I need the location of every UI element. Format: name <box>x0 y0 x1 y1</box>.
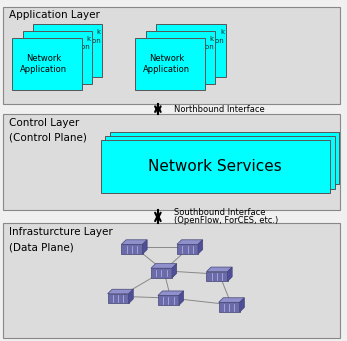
Polygon shape <box>172 264 177 278</box>
Polygon shape <box>228 267 232 281</box>
Bar <box>3 114 340 210</box>
Text: k: k <box>220 29 224 35</box>
Polygon shape <box>219 302 240 312</box>
Polygon shape <box>158 295 179 305</box>
Polygon shape <box>198 240 203 254</box>
Polygon shape <box>206 271 228 281</box>
Polygon shape <box>219 298 244 302</box>
Text: k: k <box>97 29 101 35</box>
Bar <box>3 223 340 338</box>
Polygon shape <box>108 294 129 303</box>
Text: k: k <box>210 36 214 42</box>
Bar <box>101 140 330 193</box>
Bar <box>135 38 205 90</box>
Text: Application Layer: Application Layer <box>9 10 100 20</box>
Polygon shape <box>151 264 177 268</box>
Text: ion: ion <box>80 44 91 50</box>
Text: ion: ion <box>203 44 214 50</box>
Text: Network
Application: Network Application <box>20 54 67 74</box>
Bar <box>12 38 82 90</box>
Polygon shape <box>151 268 172 278</box>
Text: Southbound Interface: Southbound Interface <box>174 208 265 217</box>
Polygon shape <box>177 244 198 254</box>
Bar <box>105 136 335 189</box>
Text: Northbound Interface: Northbound Interface <box>174 105 264 114</box>
Text: (Control Plane): (Control Plane) <box>9 133 86 143</box>
Bar <box>146 31 215 84</box>
Bar <box>156 24 226 77</box>
Text: Network
Application: Network Application <box>143 54 190 74</box>
Bar <box>23 31 92 84</box>
Polygon shape <box>121 244 143 254</box>
Text: (Data Plane): (Data Plane) <box>9 242 74 252</box>
Text: Network Services: Network Services <box>148 159 282 174</box>
Polygon shape <box>240 298 244 312</box>
Polygon shape <box>206 267 232 271</box>
Bar <box>33 24 102 77</box>
Text: Infrasturcture Layer: Infrasturcture Layer <box>9 227 112 237</box>
Bar <box>110 132 339 184</box>
Text: ion: ion <box>90 38 101 44</box>
Polygon shape <box>129 289 133 303</box>
Polygon shape <box>158 291 184 295</box>
Polygon shape <box>177 240 203 244</box>
Polygon shape <box>143 240 147 254</box>
Polygon shape <box>179 291 184 305</box>
Text: (OpenFlow, ForCES, etc.): (OpenFlow, ForCES, etc.) <box>174 217 278 225</box>
Text: k: k <box>86 36 91 42</box>
Text: Control Layer: Control Layer <box>9 118 79 128</box>
Polygon shape <box>108 289 133 294</box>
Text: ion: ion <box>213 38 224 44</box>
Bar <box>3 7 340 104</box>
Polygon shape <box>121 240 147 244</box>
